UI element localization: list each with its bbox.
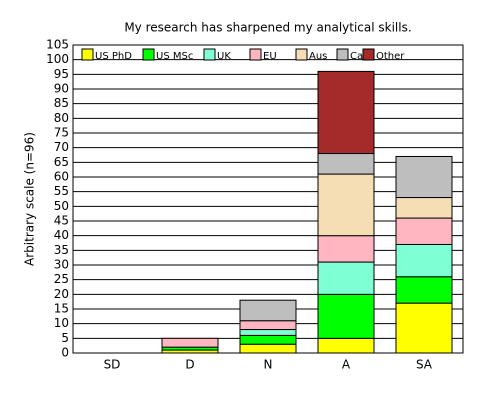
x-tick-label: A — [342, 358, 351, 372]
legend-swatch — [142, 48, 155, 61]
chart-title: My research has sharpened my analytical … — [124, 21, 411, 35]
legend-swatch — [81, 48, 94, 61]
bar-segment — [395, 243, 453, 278]
legend-swatch — [295, 48, 308, 61]
legend-swatch — [336, 48, 349, 61]
legend-swatch — [203, 48, 216, 61]
y-tick-label: 60 — [54, 170, 69, 184]
y-tick-label: 70 — [54, 140, 69, 154]
y-tick-label: 105 — [46, 38, 69, 52]
y-tick-label: 15 — [54, 302, 69, 316]
bar-segment — [395, 217, 453, 245]
legend-label: Ca — [350, 51, 363, 62]
y-tick-label: 55 — [54, 184, 69, 198]
legend-swatch — [249, 48, 262, 61]
y-tick-label: 90 — [54, 82, 69, 96]
x-tick-label: D — [185, 358, 194, 372]
bar-segment — [395, 197, 453, 219]
y-tick-label: 35 — [54, 243, 69, 257]
legend-label: EU — [263, 51, 277, 62]
y-tick-label: 80 — [54, 111, 69, 125]
bar-segment — [317, 261, 375, 295]
y-tick-label: 20 — [54, 287, 69, 301]
y-tick-label: 85 — [54, 96, 69, 110]
bar-segment — [239, 329, 297, 336]
y-tick-label: 100 — [46, 52, 69, 66]
bar-segment — [317, 153, 375, 175]
plot-frame — [72, 44, 464, 354]
y-tick-label: 30 — [54, 258, 69, 272]
bar-segment — [395, 302, 453, 354]
y-tick-label: 5 — [61, 331, 69, 345]
y-tick-label: 50 — [54, 199, 69, 213]
y-tick-label: 75 — [54, 126, 69, 140]
bar-segment — [395, 276, 453, 304]
bar-segment — [239, 334, 297, 345]
bar-segment — [395, 155, 453, 199]
bar-segment — [239, 320, 297, 331]
bar-segment — [317, 235, 375, 263]
bar-segment — [239, 299, 297, 322]
bar-segment — [161, 337, 219, 348]
y-tick-label: 65 — [54, 155, 69, 169]
y-axis-label: Arbitrary scale (n=96) — [23, 132, 37, 266]
bar-segment — [317, 337, 375, 354]
y-tick-label: 95 — [54, 67, 69, 81]
legend-label: Other — [376, 51, 405, 62]
legend-label: Aus — [309, 51, 327, 62]
bar-segment — [317, 173, 375, 237]
y-tick-label: 0 — [61, 346, 69, 360]
x-tick-label: SA — [416, 358, 433, 372]
legend-swatch — [362, 48, 375, 61]
legend-label: US PhD — [95, 51, 132, 62]
legend-label: US MSc — [156, 51, 193, 62]
y-tick-label: 25 — [54, 272, 69, 286]
bar-segment — [317, 293, 375, 339]
y-tick-label: 45 — [54, 214, 69, 228]
y-tick-label: 10 — [54, 316, 69, 330]
bar-segment — [317, 70, 375, 155]
x-tick-label: SD — [104, 358, 121, 372]
bar-segment — [239, 343, 297, 354]
y-tick-label: 40 — [54, 228, 69, 242]
x-tick-label: N — [264, 358, 273, 372]
legend-label: UK — [217, 51, 231, 62]
